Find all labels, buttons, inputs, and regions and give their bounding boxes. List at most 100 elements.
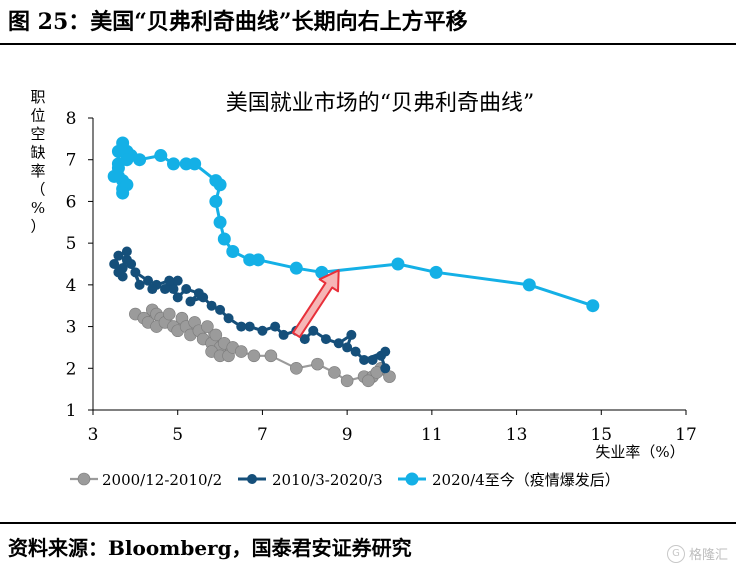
data-point xyxy=(217,232,231,246)
data-point xyxy=(244,321,255,332)
x-tick-label: 5 xyxy=(172,425,183,445)
data-point xyxy=(290,361,303,375)
data-point xyxy=(130,267,141,278)
data-point xyxy=(179,157,193,171)
data-point xyxy=(380,346,391,357)
data-point xyxy=(342,342,353,353)
data-point xyxy=(243,253,257,267)
figure-title: 图 25：美国“贝弗利奇曲线”长期向右上方平移 xyxy=(8,9,468,35)
data-point xyxy=(380,363,391,374)
series-1 xyxy=(129,303,396,388)
bottom-rule xyxy=(0,522,736,524)
data-point xyxy=(168,284,179,295)
trend-arrow xyxy=(292,269,340,339)
x-axis-label: 失业率（%） xyxy=(595,443,684,461)
data-point xyxy=(359,354,370,365)
data-point xyxy=(362,374,375,388)
y-tick-label: 1 xyxy=(66,401,77,421)
data-point xyxy=(160,284,171,295)
series-2 xyxy=(109,246,391,374)
data-point xyxy=(164,275,175,286)
y-axis-label-char: ） xyxy=(30,218,45,236)
data-point xyxy=(346,329,357,340)
data-point xyxy=(181,284,192,295)
data-point xyxy=(116,186,130,200)
data-point xyxy=(209,174,223,188)
x-tick-label: 11 xyxy=(421,425,443,445)
data-point xyxy=(236,321,247,332)
legend-swatch-marker xyxy=(405,472,419,486)
data-point xyxy=(586,299,600,313)
legend-label: 2010/3-2020/3 xyxy=(272,471,383,489)
x-tick-label: 17 xyxy=(675,425,697,445)
y-axis-label-char: （ xyxy=(30,181,45,199)
data-point xyxy=(113,250,124,261)
y-axis-label-char: 缺 xyxy=(30,144,45,162)
data-point xyxy=(247,349,261,363)
data-point xyxy=(299,334,310,345)
x-tick-label: 9 xyxy=(342,425,353,445)
y-axis-label-char: 职 xyxy=(30,88,45,106)
data-point xyxy=(223,313,234,324)
y-tick-label: 5 xyxy=(66,234,77,254)
watermark: G 格隆汇 xyxy=(666,544,728,563)
data-point xyxy=(278,329,289,340)
data-point xyxy=(154,149,168,163)
data-point xyxy=(328,366,341,379)
y-tick-label: 6 xyxy=(66,192,77,212)
data-point xyxy=(270,321,281,332)
legend-label: 2000/12-2010/2 xyxy=(102,471,222,489)
data-point xyxy=(350,346,361,357)
y-axis-label-char: 空 xyxy=(30,125,45,143)
series-layer xyxy=(107,136,600,388)
y-axis-label-char: 位 xyxy=(30,107,45,125)
y-tick-label: 7 xyxy=(66,151,77,171)
source-note: 资料来源：Bloomberg，国泰君安证券研究 xyxy=(8,536,412,560)
legend: 2000/12-2010/2 2010/3-2020/3 2020/4至今（疫情爆发… xyxy=(70,471,620,489)
data-point xyxy=(234,345,248,358)
annotation-layer xyxy=(292,269,340,339)
data-point xyxy=(209,194,223,208)
data-point xyxy=(429,265,443,279)
data-point xyxy=(320,334,331,345)
series-3 xyxy=(107,136,600,313)
data-point xyxy=(308,325,319,336)
data-point xyxy=(264,349,278,363)
data-point xyxy=(162,307,176,321)
data-point xyxy=(166,157,180,171)
x-tick-label: 7 xyxy=(257,425,268,445)
data-point xyxy=(113,267,124,278)
watermark-text: 格隆汇 xyxy=(688,548,728,563)
y-tick-label: 4 xyxy=(66,276,77,296)
data-point xyxy=(213,215,227,229)
data-point xyxy=(134,279,145,290)
data-point xyxy=(147,284,158,295)
data-point xyxy=(121,246,132,257)
data-point xyxy=(311,357,324,371)
data-point xyxy=(111,161,125,175)
legend-swatch-marker xyxy=(77,472,91,486)
legend-item-2: 2010/3-2020/3 xyxy=(238,471,383,489)
data-point xyxy=(111,144,125,158)
legend-swatch-marker xyxy=(247,474,257,484)
data-point xyxy=(315,265,329,279)
data-point xyxy=(215,304,226,315)
data-point xyxy=(289,261,303,275)
legend-item-1: 2000/12-2010/2 xyxy=(70,471,222,489)
top-rule xyxy=(0,43,736,45)
data-point xyxy=(185,296,196,307)
x-tick-label: 13 xyxy=(506,425,528,445)
y-axis-label-char: 率 xyxy=(30,162,45,180)
x-tick-label: 3 xyxy=(88,425,99,445)
data-point xyxy=(201,320,214,333)
chart-title: 美国就业市场的“贝弗利奇曲线” xyxy=(226,91,535,116)
data-point xyxy=(340,374,354,388)
data-point xyxy=(333,338,344,349)
data-point xyxy=(391,257,405,271)
data-point xyxy=(143,275,154,286)
legend-label: 2020/4至今（疫情爆发后） xyxy=(432,471,620,489)
data-point xyxy=(522,278,536,292)
data-point xyxy=(367,354,378,365)
